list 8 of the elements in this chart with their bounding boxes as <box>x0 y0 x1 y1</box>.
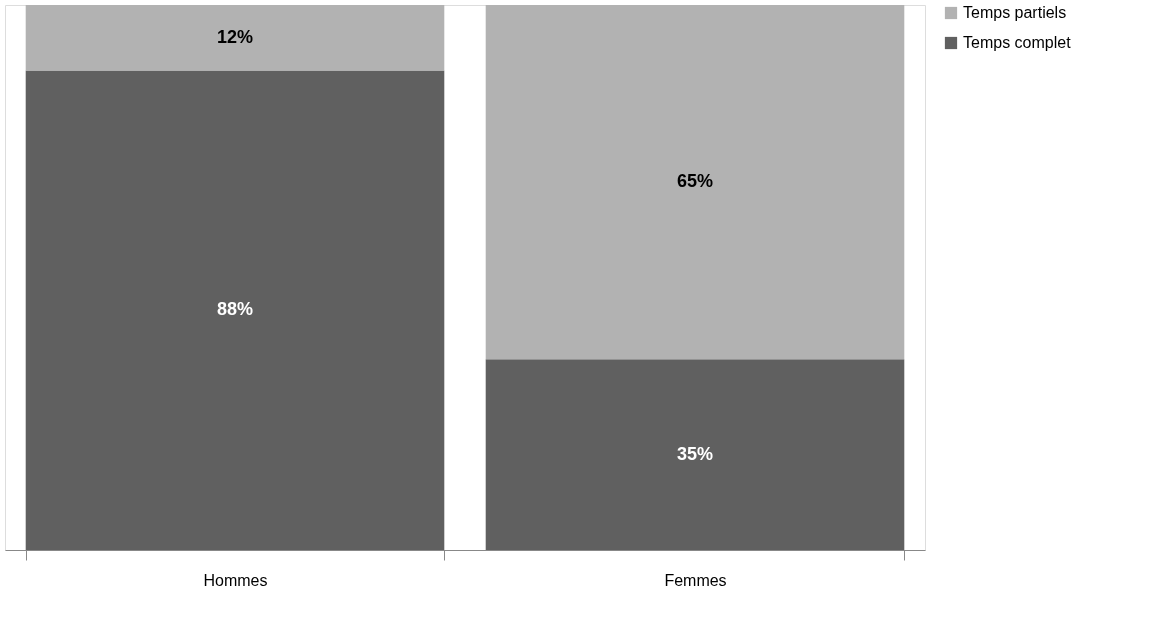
x-tick-label: Femmes <box>664 571 727 589</box>
legend-label: Temps partiels <box>963 4 1067 21</box>
data-label: 88% <box>216 299 254 320</box>
data-label: 65% <box>676 171 714 192</box>
legend-label: Temps complet <box>963 34 1072 51</box>
data-label: 12% <box>216 26 254 47</box>
data-label: 35% <box>676 443 714 464</box>
x-tick-label: Hommes <box>203 571 268 589</box>
